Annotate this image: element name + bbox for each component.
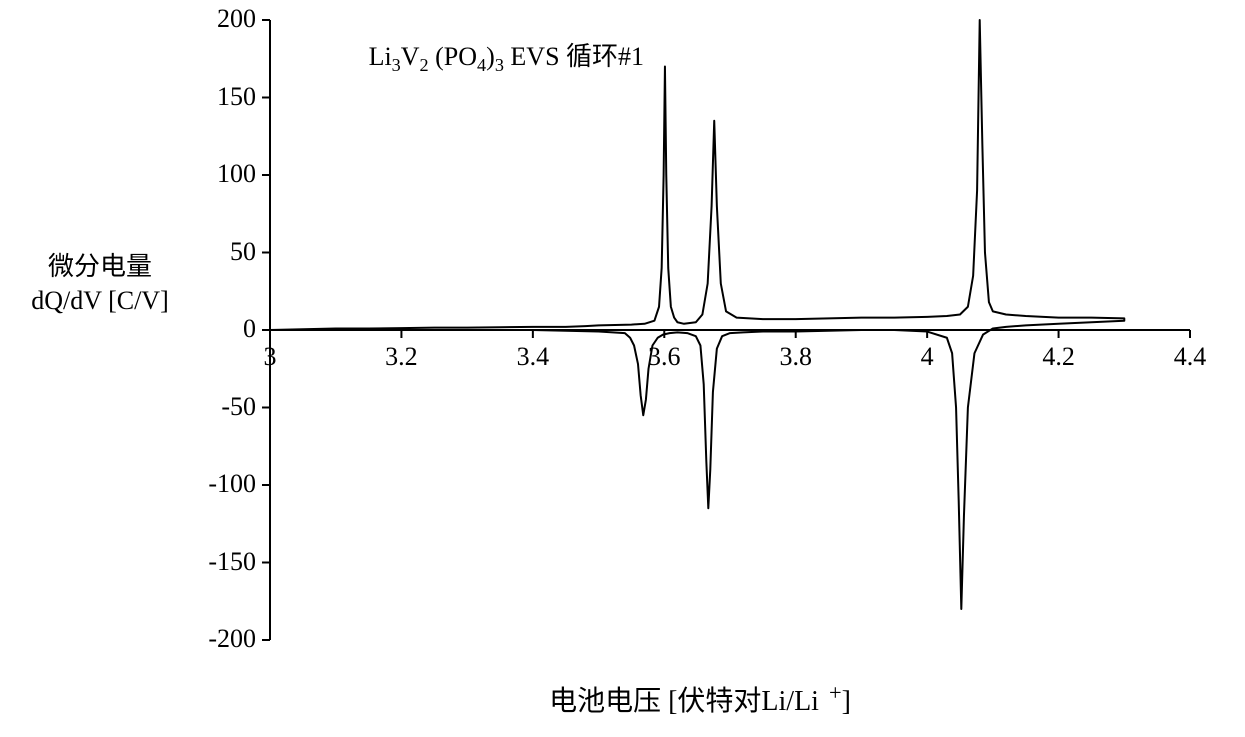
ytick-label: -150 — [208, 547, 256, 577]
xtick-label: 3.8 — [771, 342, 821, 372]
title-rest: EVS 循环#1 — [504, 42, 644, 71]
xtick-label: 4.2 — [1034, 342, 1084, 372]
ytick-label: -200 — [208, 624, 256, 654]
ytick-label: 0 — [243, 314, 256, 344]
xtick-label: 3 — [245, 342, 295, 372]
xtick-label: 4 — [902, 342, 952, 372]
xtick-label: 3.6 — [639, 342, 689, 372]
ytick-label: 150 — [217, 82, 256, 112]
chart-title: Li3V2 (PO4)3 EVS 循环#1 — [369, 36, 644, 76]
title-formula: Li3V2 (PO4)3 — [369, 42, 504, 71]
xtick-label: 3.4 — [508, 342, 558, 372]
ytick-label: 200 — [217, 4, 256, 34]
ytick-label: 50 — [230, 237, 256, 267]
ytick-label: -100 — [208, 469, 256, 499]
ytick-label: 100 — [217, 159, 256, 189]
chart-container: 微分电量 dQ/dV [C/V] 电池电压 [伏特对Li/Li+] Li3V2 … — [0, 0, 1245, 737]
xtick-label: 4.4 — [1165, 342, 1215, 372]
ytick-label: -50 — [221, 392, 256, 422]
xtick-label: 3.2 — [376, 342, 426, 372]
